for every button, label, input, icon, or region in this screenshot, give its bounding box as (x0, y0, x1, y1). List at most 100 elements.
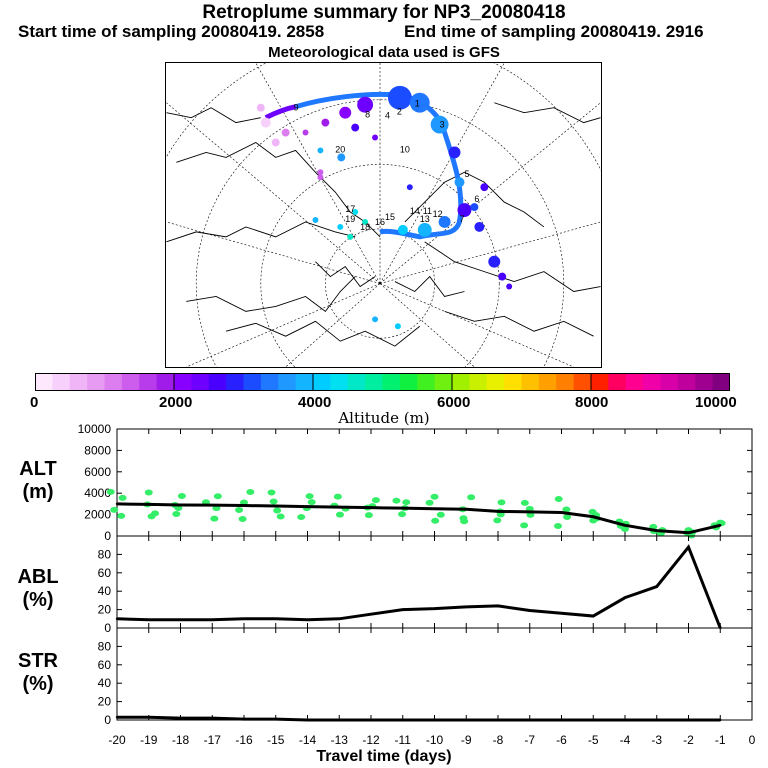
series-point (719, 718, 722, 722)
colorbar-cell (330, 373, 349, 391)
x-tick-label: -16 (235, 733, 253, 747)
y-tick-label: 2000 (84, 508, 111, 522)
colorbar-cell (591, 373, 609, 391)
altitude-scatter-point (213, 493, 222, 500)
altitude-scatter-point (398, 511, 407, 518)
x-tick-label: -4 (620, 733, 631, 747)
series-line (116, 502, 721, 535)
series-point (687, 718, 690, 722)
series-point (433, 507, 436, 510)
svg-text:6: 6 (474, 194, 479, 204)
series-point (211, 618, 214, 621)
map-grid (166, 63, 601, 367)
altitude-scatter-point (151, 510, 160, 517)
colorbar-title: Altitude (m) (338, 409, 430, 427)
time-series-plots: 0 2000 4000 6000 8000 10000 0 20 40 60 80 0 20 40 60 80… (78, 422, 756, 747)
colorbar-cell (504, 373, 522, 391)
panel-frame (116, 627, 753, 721)
str-panel-label: STR (%) (8, 650, 68, 696)
svg-text:18: 18 (360, 222, 370, 232)
altitude-scatter-point (497, 499, 506, 506)
colorbar-tick-10000: 10000 (695, 394, 737, 411)
colorbar-tick-8000: 8000 (575, 394, 609, 411)
colorbar-cell (643, 373, 661, 391)
colorbar-cell (278, 373, 297, 391)
series-point (338, 505, 341, 509)
series-point (115, 716, 119, 719)
plume-dots (256, 85, 513, 330)
series-point (433, 718, 436, 722)
svg-text:15: 15 (385, 212, 395, 222)
colorbar-cell (347, 373, 366, 391)
series-point (560, 511, 563, 514)
x-tick-label: -12 (362, 733, 380, 747)
altitude-scatter-point (273, 507, 282, 514)
altitude-scatter-point (110, 506, 119, 513)
series-point (655, 718, 658, 722)
series-point (623, 718, 627, 722)
colorbar-tick-6000: 6000 (437, 394, 471, 411)
altitude-scatter-point (210, 515, 219, 522)
colorbar-cell (191, 373, 210, 391)
altitude-scatter-point (235, 506, 244, 513)
series-point (401, 506, 404, 510)
series-point (623, 524, 627, 527)
colorbar-cell (52, 373, 71, 391)
x-tick-label: -13 (331, 733, 349, 747)
altitude-scatter-point (436, 511, 445, 518)
series-point (592, 718, 595, 722)
series-point (179, 503, 182, 507)
alt-label: ALT (19, 458, 57, 480)
y-tick-label: 10000 (78, 422, 112, 436)
str-label: STR (18, 650, 58, 672)
svg-text:8: 8 (365, 110, 370, 120)
abl-panel-label: ABL (%) (8, 566, 68, 612)
plume-track (264, 91, 464, 240)
series-point (623, 596, 627, 599)
panel-frame (116, 535, 753, 629)
altitude-scatter-point (307, 499, 316, 506)
svg-text:20: 20 (335, 144, 345, 154)
series-point (528, 510, 531, 514)
abl-unit: (%) (22, 589, 54, 611)
y-tick-label: 80 (98, 639, 112, 653)
x-tick-label: -18 (172, 733, 190, 747)
colorbar-cell (226, 373, 244, 391)
x-tick-label: -14 (299, 733, 317, 747)
altitude-scatter-point (554, 522, 562, 529)
series-point (115, 617, 119, 620)
series-point (306, 718, 309, 722)
colorbar-cell (35, 373, 53, 391)
series-point (687, 531, 690, 534)
colorbar-cell (573, 373, 592, 391)
svg-text:1: 1 (415, 99, 420, 109)
altitude-scatter-point (177, 492, 186, 499)
str-unit: (%) (22, 673, 54, 695)
met-data-label: Meteorological data used is GFS (268, 44, 500, 61)
map-day-labels: 1 2 3 4 5 6 7 8 9 10 11 12 13 14 15 16 1… (294, 99, 480, 232)
colorbar-cell (87, 373, 105, 391)
x-tick-label: -9 (461, 733, 472, 747)
abl-label: ABL (17, 566, 59, 588)
colorbar-cell (139, 373, 158, 391)
series-point (528, 609, 531, 612)
colorbar-tick-0: 0 (30, 394, 39, 411)
end-time-label: End time of sampling 20080419. 2916 (404, 22, 704, 41)
svg-text:5: 5 (464, 169, 469, 179)
colorbar-cell (313, 373, 331, 391)
altitude-scatter-point (106, 488, 115, 495)
x-tick-label: -3 (651, 733, 662, 747)
series-point (465, 508, 468, 511)
svg-text:7: 7 (460, 214, 465, 224)
altitude-scatter-point (589, 517, 598, 524)
svg-text:17: 17 (345, 204, 355, 214)
x-tick-label: -15 (267, 733, 285, 747)
series-point (465, 718, 468, 722)
series-point (242, 717, 246, 721)
start-time-label: Start time of sampling 20080419. 2858 (18, 22, 325, 41)
colorbar-tick-4000: 4000 (298, 394, 332, 411)
coastlines (166, 102, 601, 347)
colorbar-cell (382, 373, 401, 391)
altitude-scatter-point (364, 512, 373, 519)
alt-panel-label: ALT (m) (8, 458, 68, 504)
